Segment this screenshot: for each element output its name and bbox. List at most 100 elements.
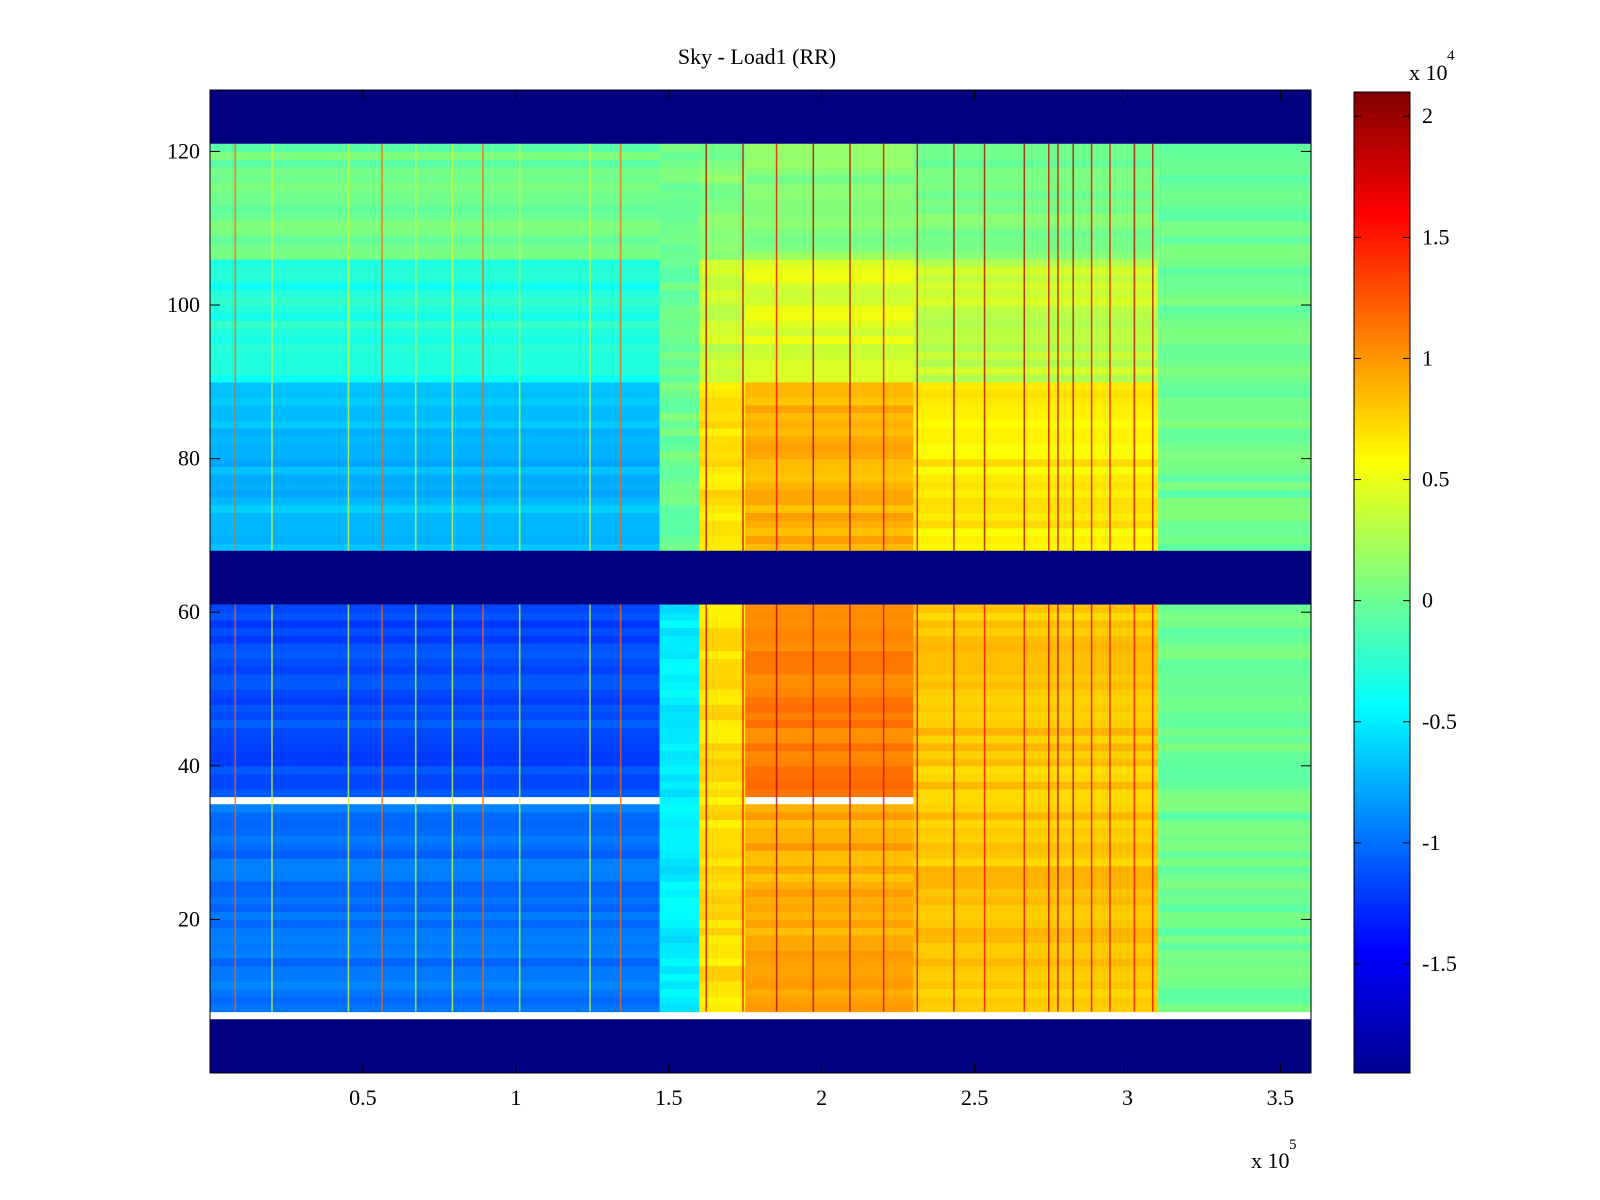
column-streak (812, 604, 815, 1012)
heatmap-cell (210, 735, 661, 744)
heatmap-cell (1158, 358, 1312, 368)
heatmap-cell (1158, 665, 1312, 675)
heatmap-cell (745, 719, 915, 729)
heatmap-cell (745, 604, 915, 613)
heatmap-cell (659, 274, 700, 283)
heatmap-cell (210, 896, 661, 905)
heatmap-cell (659, 289, 700, 298)
heatmap-cell (699, 427, 746, 437)
heatmap-cell (745, 781, 915, 790)
heatmap-cell (659, 919, 700, 928)
column-streak (589, 604, 591, 1012)
heatmap-cell (699, 873, 746, 882)
column-streak (1047, 143, 1050, 551)
heatmap-cell (699, 235, 746, 245)
colorbar-tick-label: -1 (1422, 830, 1440, 855)
heatmap-cell (913, 143, 1159, 153)
heatmap-cell (1158, 942, 1312, 951)
heatmap-cell (1158, 312, 1312, 321)
heatmap-cell (659, 619, 700, 629)
heatmap-cell (699, 827, 746, 836)
column-streak (518, 604, 521, 1012)
masked-band (210, 550, 1311, 605)
heatmap-cell (913, 343, 1159, 352)
heatmap-cell (913, 159, 1159, 168)
heatmap-cell (745, 243, 915, 252)
heatmap-cell (1158, 635, 1312, 644)
heatmap-cell (659, 834, 700, 844)
heatmap-cell (745, 619, 915, 629)
heatmap-cell (699, 712, 746, 721)
heatmap-cell (913, 251, 1159, 260)
heatmap-cell (1158, 642, 1312, 652)
heatmap-cell (1158, 305, 1312, 314)
column-streak (1133, 143, 1136, 551)
heatmap-cell (210, 773, 661, 782)
heatmap-cell (659, 504, 700, 513)
heatmap-cell (745, 166, 915, 176)
heatmap-cell (659, 351, 700, 360)
column-streak (705, 143, 708, 551)
masked-band (210, 1019, 1311, 1073)
heatmap-cell (1158, 619, 1312, 629)
column-streak (953, 604, 955, 1012)
heatmap-cell (699, 520, 746, 529)
heatmap-cell (913, 988, 1159, 997)
heatmap-cell (699, 258, 746, 268)
heatmap-cell (1158, 811, 1312, 821)
column-streak (234, 604, 237, 1012)
heatmap-cell (745, 942, 915, 951)
heatmap-cell (659, 896, 700, 905)
heatmap-cell (699, 274, 746, 283)
heatmap-cell (210, 681, 661, 690)
heatmap-cell (1158, 266, 1312, 275)
heatmap-cell (913, 281, 1159, 291)
column-streak (849, 143, 851, 551)
heatmap-cell (1158, 243, 1312, 252)
heatmap-cell (1158, 404, 1312, 414)
column-streak (1023, 604, 1026, 1012)
heatmap-cell (745, 934, 915, 944)
heatmap-cell (1158, 274, 1312, 283)
column-streak (1072, 143, 1075, 551)
column-streak (271, 143, 273, 551)
heatmap-cell (210, 520, 661, 529)
heatmap-cell (1158, 689, 1312, 698)
column-streak (1133, 604, 1136, 1012)
heatmap-cell (745, 335, 915, 345)
heatmap-cell (1158, 857, 1312, 867)
heatmap-cell (699, 251, 746, 260)
heatmap-cell (699, 788, 746, 798)
colorbar-tick-label: 0 (1422, 588, 1433, 613)
heatmap-cell (210, 857, 661, 867)
heatmap-cell (913, 305, 1159, 314)
heatmap-cell (699, 420, 746, 429)
heatmap-cell (1158, 174, 1312, 183)
heatmap-cell (1158, 389, 1312, 398)
heatmap-cell (659, 297, 700, 306)
heatmap-cell (699, 988, 746, 997)
heatmap-cell (745, 289, 915, 298)
heatmap-cell (745, 681, 915, 690)
heatmap-cell (745, 412, 915, 421)
x-tick-label: 3 (1122, 1085, 1133, 1110)
heatmap-cell (210, 174, 661, 183)
heatmap-cells (210, 90, 1312, 1073)
heatmap-cell (913, 189, 1159, 199)
column-streak (882, 143, 885, 551)
heatmap-cell (659, 328, 700, 337)
heatmap-cell (745, 904, 915, 913)
heatmap-cell (745, 343, 915, 352)
heatmap-cell (699, 742, 746, 752)
heatmap-cell (699, 934, 746, 944)
heatmap-cell (210, 850, 661, 859)
heatmap-cell (699, 266, 746, 275)
column-streak (775, 604, 778, 1012)
heatmap-cell (210, 274, 661, 283)
heatmap-cell (659, 235, 700, 245)
heatmap-cell (210, 642, 661, 652)
heatmap-cell (659, 481, 700, 490)
heatmap-cell (699, 904, 746, 913)
heatmap-cell (745, 704, 915, 713)
heatmap-cell (913, 673, 1159, 682)
